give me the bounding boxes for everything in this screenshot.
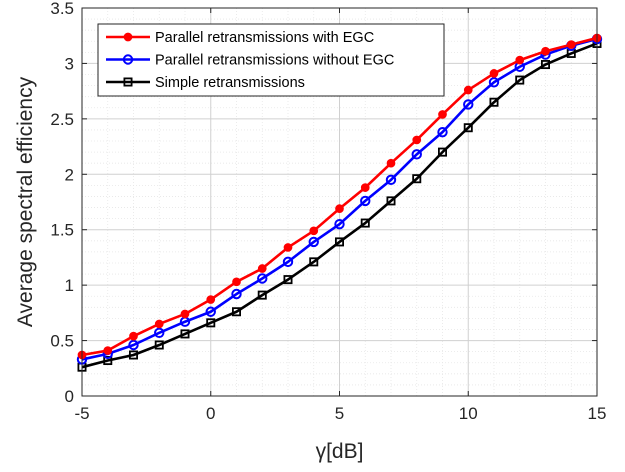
data-point (566, 40, 576, 49)
x-tick-label: 10 (459, 404, 478, 423)
data-point (257, 264, 267, 273)
x-tick-label: -5 (74, 404, 89, 423)
data-point (463, 99, 474, 110)
x-tick-label: 5 (335, 404, 344, 423)
data-point (154, 327, 165, 339)
legend-item: Parallel retransmissions with EGC (106, 30, 374, 46)
data-point (103, 346, 113, 355)
y-tick-label: 3.5 (50, 0, 74, 18)
series-line (81, 37, 598, 361)
x-tick-label: 15 (588, 404, 607, 423)
data-point (385, 174, 397, 186)
legend-marker (122, 54, 134, 65)
data-point (154, 319, 164, 329)
data-point (154, 340, 164, 350)
data-point (180, 309, 190, 319)
data-point (128, 350, 138, 360)
data-point (257, 273, 268, 284)
data-point (360, 218, 370, 228)
data-point (463, 123, 473, 133)
data-point (438, 110, 447, 119)
data-point (437, 147, 447, 157)
data-point (205, 306, 216, 317)
data-point (206, 318, 216, 328)
data-point (308, 236, 319, 248)
data-point (489, 69, 499, 78)
data-point (232, 277, 241, 287)
data-point (489, 97, 499, 107)
legend-box (97, 23, 445, 97)
y-tick-label: 3 (65, 54, 74, 73)
data-point (180, 329, 190, 339)
data-point (488, 77, 500, 88)
data-point (309, 257, 319, 267)
data-point (360, 183, 370, 192)
data-point (412, 135, 422, 145)
data-point (334, 218, 345, 230)
data-point (541, 46, 550, 56)
data-point (334, 237, 344, 247)
series-layer (76, 33, 603, 372)
data-point (360, 195, 371, 207)
series (77, 33, 602, 360)
legend-label: Parallel retransmissions without EGC (155, 53, 394, 69)
data-point (412, 174, 422, 184)
data-point (386, 196, 396, 206)
data-point (283, 275, 293, 285)
data-point (282, 256, 294, 268)
data-point (515, 75, 525, 85)
data-point (103, 356, 113, 366)
data-point (386, 158, 396, 168)
y-tick-label: 2.5 (50, 110, 74, 129)
y-tick-label: 1.5 (50, 221, 74, 240)
legend-marker (123, 32, 133, 42)
y-tick-label: 2 (65, 165, 74, 184)
data-point (231, 288, 242, 300)
series-line (81, 42, 598, 369)
data-point (437, 126, 448, 138)
data-point (411, 149, 422, 160)
data-point (309, 226, 319, 236)
data-point (283, 243, 293, 252)
plot-area-border (81, 7, 598, 397)
x-tick-label: 0 (206, 404, 215, 423)
data-point (335, 204, 344, 214)
y-tick-label: 1 (65, 276, 74, 295)
data-point (231, 307, 241, 317)
x-axis-label: γ[dB] (316, 440, 364, 463)
data-point (515, 55, 525, 65)
legend-label: Parallel retransmissions with EGC (155, 30, 374, 46)
y-tick-label: 0.5 (50, 332, 74, 351)
legend-marker (123, 77, 133, 87)
legend-item: Parallel retransmissions without EGC (106, 53, 394, 69)
data-point (128, 339, 139, 351)
legend: Parallel retransmissions with EGC Paralle… (97, 23, 445, 97)
y-tick-label: 0 (65, 387, 74, 406)
data-point (257, 290, 267, 300)
data-point (129, 331, 138, 341)
data-point (541, 60, 551, 70)
data-point (206, 295, 216, 304)
legend-item: Simple retransmissions (106, 75, 305, 91)
y-axis-label: Average spectral efficiency (14, 76, 37, 327)
legend-label: Simple retransmissions (155, 75, 305, 91)
data-point (463, 85, 473, 95)
